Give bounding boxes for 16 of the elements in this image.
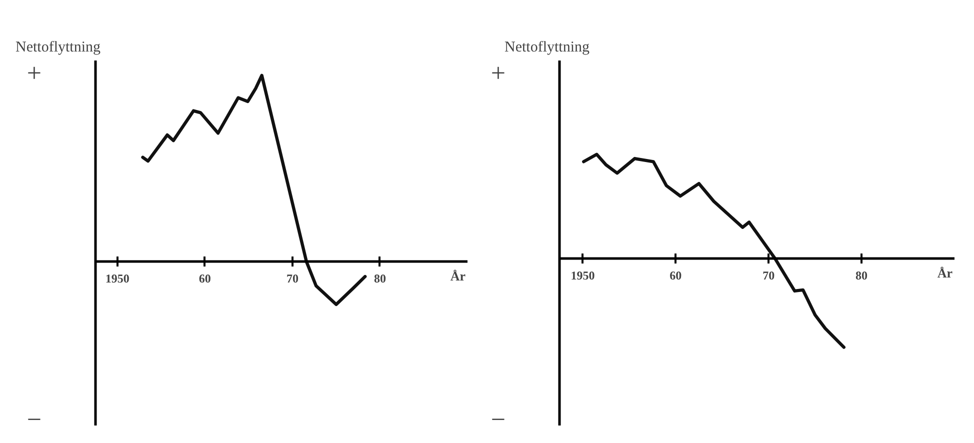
x-axis-title: År bbox=[450, 268, 466, 284]
x-tick-label: 1950 bbox=[105, 272, 130, 286]
x-tick-label: 70 bbox=[762, 268, 775, 283]
x-tick-label: 60 bbox=[198, 272, 211, 286]
text: − bbox=[490, 404, 506, 434]
x-tick-label: 80 bbox=[856, 268, 868, 283]
x-axis-title: År bbox=[937, 266, 953, 281]
x-tick-label: 80 bbox=[374, 272, 386, 286]
text: + bbox=[490, 58, 506, 88]
text: + bbox=[26, 58, 42, 88]
chart-title: Nettoflyttning bbox=[504, 40, 590, 56]
text: − bbox=[26, 404, 42, 434]
x-tick-label: 60 bbox=[670, 268, 682, 283]
x-tick-label: 70 bbox=[286, 272, 298, 286]
chart-title: Nettoflyttning bbox=[16, 40, 101, 56]
x-tick-label: 1950 bbox=[570, 268, 595, 283]
